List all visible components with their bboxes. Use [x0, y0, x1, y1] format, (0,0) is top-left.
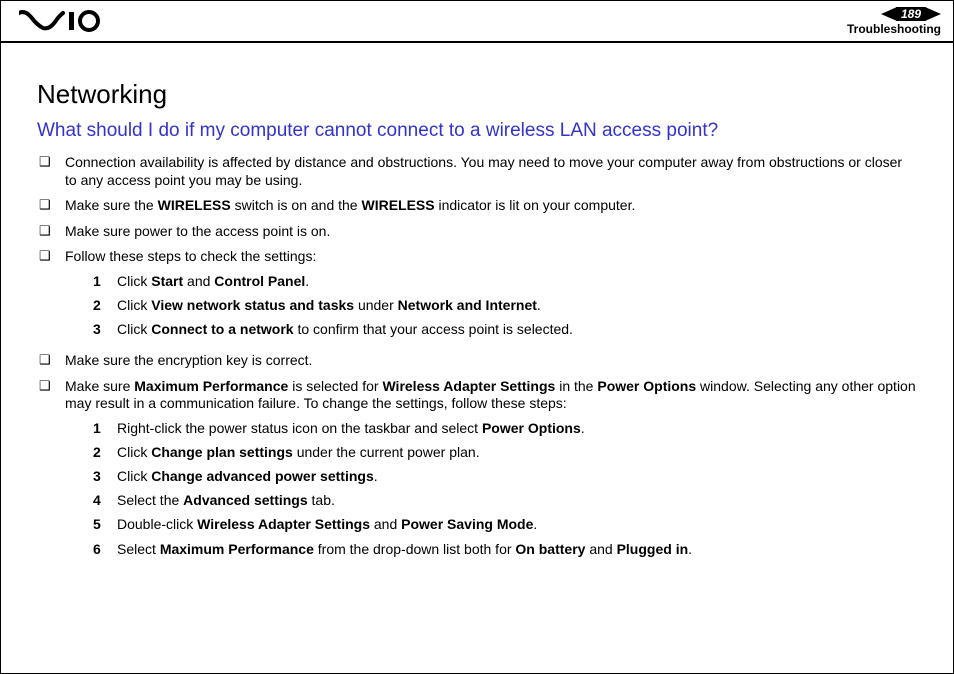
step-text: Click Change advanced power settings. — [117, 467, 917, 485]
next-page-arrow-icon[interactable] — [925, 7, 941, 21]
step-text: Select the Advanced settings tab. — [117, 491, 917, 509]
bullet-marker-icon: ❑ — [37, 197, 65, 214]
bullet-item: ❑Make sure the WIRELESS switch is on and… — [37, 197, 917, 215]
step-text: Click Change plan settings under the cur… — [117, 443, 917, 461]
bullet-marker-icon: ❑ — [37, 154, 65, 171]
header-right: 189 Troubleshooting — [847, 7, 941, 36]
bullet-text: Follow these steps to check the settings… — [65, 248, 917, 344]
step-list: 1Click Start and Control Panel.2Click Vi… — [93, 272, 917, 339]
bullet-marker-icon: ❑ — [37, 352, 65, 369]
step-text: Right-click the power status icon on the… — [117, 419, 917, 437]
bullet-marker-icon: ❑ — [37, 223, 65, 240]
bullet-item: ❑Make sure power to the access point is … — [37, 223, 917, 241]
page-header: 189 Troubleshooting — [1, 1, 953, 43]
page-content: Networking What should I do if my comput… — [1, 43, 953, 564]
heading-2: What should I do if my computer cannot c… — [37, 120, 917, 142]
bullet-marker-icon: ❑ — [37, 248, 65, 265]
bullet-text: Make sure the encryption key is correct. — [65, 352, 917, 370]
bullet-text: Make sure power to the access point is o… — [65, 223, 917, 241]
step-text: Click Connect to a network to confirm th… — [117, 320, 917, 338]
bullet-text: Make sure Maximum Performance is selecte… — [65, 378, 917, 564]
step-number: 5 — [93, 515, 117, 533]
heading-1: Networking — [37, 79, 917, 110]
bullet-item: ❑Make sure the encryption key is correct… — [37, 352, 917, 370]
step-text: Click Start and Control Panel. — [117, 272, 917, 290]
step-number: 1 — [93, 419, 117, 437]
step-number: 4 — [93, 491, 117, 509]
bullet-item: ❑Make sure Maximum Performance is select… — [37, 378, 917, 564]
step-number: 3 — [93, 320, 117, 338]
step-item: 4Select the Advanced settings tab. — [93, 491, 917, 509]
step-item: 6Select Maximum Performance from the dro… — [93, 540, 917, 558]
step-item: 3Click Connect to a network to confirm t… — [93, 320, 917, 338]
bullet-text: Connection availability is affected by d… — [65, 154, 917, 189]
page-number: 189 — [896, 7, 926, 21]
step-number: 1 — [93, 272, 117, 290]
step-list: 1Right-click the power status icon on th… — [93, 419, 917, 558]
step-text: Select Maximum Performance from the drop… — [117, 540, 917, 558]
vaio-logo — [19, 1, 115, 41]
bullet-item: ❑Connection availability is affected by … — [37, 154, 917, 189]
bullet-item: ❑Follow these steps to check the setting… — [37, 248, 917, 344]
step-number: 6 — [93, 540, 117, 558]
step-item: 3Click Change advanced power settings. — [93, 467, 917, 485]
step-number: 2 — [93, 443, 117, 461]
section-label: Troubleshooting — [847, 22, 941, 36]
step-item: 5Double-click Wireless Adapter Settings … — [93, 515, 917, 533]
step-item: 1Right-click the power status icon on th… — [93, 419, 917, 437]
page: 189 Troubleshooting Networking What shou… — [0, 0, 954, 674]
bullet-text: Make sure the WIRELESS switch is on and … — [65, 197, 917, 215]
step-item: 2Click Change plan settings under the cu… — [93, 443, 917, 461]
step-text: Click View network status and tasks unde… — [117, 296, 917, 314]
vaio-logo-svg — [19, 10, 115, 32]
bullet-list: ❑Connection availability is affected by … — [37, 154, 917, 564]
step-item: 1Click Start and Control Panel. — [93, 272, 917, 290]
prev-page-arrow-icon[interactable] — [881, 7, 897, 21]
step-text: Double-click Wireless Adapter Settings a… — [117, 515, 917, 533]
step-number: 3 — [93, 467, 117, 485]
bullet-marker-icon: ❑ — [37, 378, 65, 395]
page-nav: 189 — [881, 7, 941, 21]
step-item: 2Click View network status and tasks und… — [93, 296, 917, 314]
step-number: 2 — [93, 296, 117, 314]
